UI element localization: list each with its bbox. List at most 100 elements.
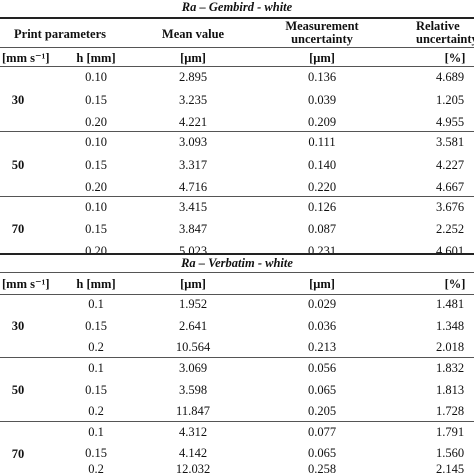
speed-group-label: 70 bbox=[11, 222, 25, 236]
cell-mean: 3.598 bbox=[178, 383, 208, 397]
cell-h: 0.20 bbox=[85, 244, 107, 258]
cell-h: 0.2 bbox=[88, 340, 104, 354]
cell-meas: 0.056 bbox=[307, 361, 337, 375]
cell-mean: 3.069 bbox=[178, 361, 208, 375]
cell-mean: 11.847 bbox=[176, 404, 210, 418]
cell-meas: 0.209 bbox=[307, 115, 337, 129]
cell-meas: 0.231 bbox=[307, 244, 337, 258]
cell-rel: 2.252 bbox=[435, 222, 465, 236]
group-rule bbox=[0, 131, 474, 132]
cell-h: 0.10 bbox=[85, 200, 107, 214]
header-measurement: Measurement bbox=[285, 19, 359, 33]
cell-rel: 1.481 bbox=[435, 297, 465, 311]
cell-h: 0.10 bbox=[85, 135, 107, 149]
table-top-rule bbox=[0, 17, 474, 19]
cell-rel: 4.689 bbox=[435, 70, 465, 84]
cell-h: 0.15 bbox=[85, 158, 107, 172]
unit-speed: [mm s⁻¹] bbox=[2, 277, 50, 291]
cell-h: 0.2 bbox=[88, 404, 104, 418]
cell-meas: 0.077 bbox=[307, 425, 337, 439]
cell-rel: 4.667 bbox=[435, 180, 465, 194]
unit-rel: [%] bbox=[444, 277, 466, 291]
cell-meas: 0.065 bbox=[307, 446, 337, 460]
cell-rel: 4.955 bbox=[435, 115, 465, 129]
cell-mean: 4.142 bbox=[178, 446, 208, 460]
cell-meas: 0.220 bbox=[307, 180, 337, 194]
cell-mean: 2.895 bbox=[178, 70, 208, 84]
speed-group-label: 70 bbox=[11, 447, 25, 461]
cell-meas: 0.039 bbox=[307, 93, 337, 107]
cell-meas: 0.087 bbox=[307, 222, 337, 236]
cell-rel: 3.676 bbox=[435, 200, 465, 214]
cell-meas: 0.111 bbox=[308, 135, 336, 149]
unit-mean: [μm] bbox=[180, 51, 206, 65]
cell-h: 0.15 bbox=[85, 383, 107, 397]
group-rule bbox=[0, 357, 474, 358]
header-mean-value: Mean value bbox=[161, 27, 225, 41]
cell-rel: 3.581 bbox=[435, 135, 465, 149]
table-title-verbatim: Ra – Verbatim - white bbox=[181, 256, 293, 270]
unit-speed: [mm s⁻¹] bbox=[2, 51, 50, 65]
cell-rel: 1.813 bbox=[435, 383, 465, 397]
header-print-parameters: Print parameters bbox=[14, 27, 106, 41]
cell-mean: 4.716 bbox=[178, 180, 208, 194]
cell-h: 0.1 bbox=[88, 361, 104, 375]
cell-rel: 1.205 bbox=[435, 93, 465, 107]
cell-mean: 1.952 bbox=[178, 297, 208, 311]
cell-h: 0.15 bbox=[85, 93, 107, 107]
cell-meas: 0.126 bbox=[307, 200, 337, 214]
cell-meas: 0.065 bbox=[307, 383, 337, 397]
cell-rel: 4.227 bbox=[435, 158, 465, 172]
header-relative-uncertainty: uncertainty bbox=[416, 32, 474, 46]
cell-mean: 12.032 bbox=[175, 462, 211, 474]
unit-mean: [μm] bbox=[180, 277, 206, 291]
speed-group-label: 50 bbox=[11, 158, 25, 172]
cell-mean: 10.564 bbox=[175, 340, 211, 354]
header-rule bbox=[0, 47, 474, 48]
cell-h: 0.15 bbox=[85, 446, 107, 460]
cell-h: 0.20 bbox=[85, 180, 107, 194]
unit-h: h [mm] bbox=[76, 277, 116, 291]
unit-meas: [μm] bbox=[309, 51, 335, 65]
table-title-gembird: Ra – Gembird - white bbox=[181, 0, 293, 14]
cell-meas: 0.036 bbox=[307, 319, 337, 333]
cell-mean: 3.847 bbox=[178, 222, 208, 236]
cell-h: 0.15 bbox=[85, 222, 107, 236]
cell-meas: 0.258 bbox=[307, 462, 337, 474]
cell-h: 0.15 bbox=[85, 319, 107, 333]
unit-rel: [%] bbox=[444, 51, 466, 65]
cell-rel: 1.560 bbox=[435, 446, 465, 460]
cell-rel: 1.728 bbox=[435, 404, 465, 418]
speed-group-label: 30 bbox=[11, 93, 25, 107]
cell-h: 0.1 bbox=[88, 297, 104, 311]
units-rule bbox=[0, 294, 474, 295]
cell-h: 0.10 bbox=[85, 70, 107, 84]
cell-h: 0.2 bbox=[88, 462, 104, 474]
group-rule bbox=[0, 196, 474, 197]
header-uncertainty: uncertainty bbox=[291, 32, 353, 46]
cell-mean: 3.093 bbox=[178, 135, 208, 149]
cell-mean: 4.312 bbox=[178, 425, 208, 439]
title-rule bbox=[0, 272, 474, 273]
units-rule bbox=[0, 66, 474, 67]
cell-rel: 1.791 bbox=[435, 425, 465, 439]
group-rule bbox=[0, 421, 474, 422]
cell-meas: 0.136 bbox=[307, 70, 337, 84]
speed-group-label: 30 bbox=[11, 319, 25, 333]
cell-mean: 3.415 bbox=[178, 200, 208, 214]
cell-rel: 2.018 bbox=[435, 340, 465, 354]
unit-meas: [μm] bbox=[309, 277, 335, 291]
cell-mean: 2.641 bbox=[178, 319, 208, 333]
cell-meas: 0.029 bbox=[307, 297, 337, 311]
unit-h: h [mm] bbox=[76, 51, 116, 65]
cell-rel: 1.348 bbox=[435, 319, 465, 333]
cell-meas: 0.205 bbox=[307, 404, 337, 418]
cell-mean: 3.235 bbox=[178, 93, 208, 107]
cell-mean: 4.221 bbox=[178, 115, 208, 129]
cell-rel: 4.601 bbox=[435, 244, 465, 258]
cell-h: 0.20 bbox=[85, 115, 107, 129]
section-rule bbox=[0, 253, 474, 255]
speed-group-label: 50 bbox=[11, 383, 25, 397]
cell-meas: 0.213 bbox=[307, 340, 337, 354]
